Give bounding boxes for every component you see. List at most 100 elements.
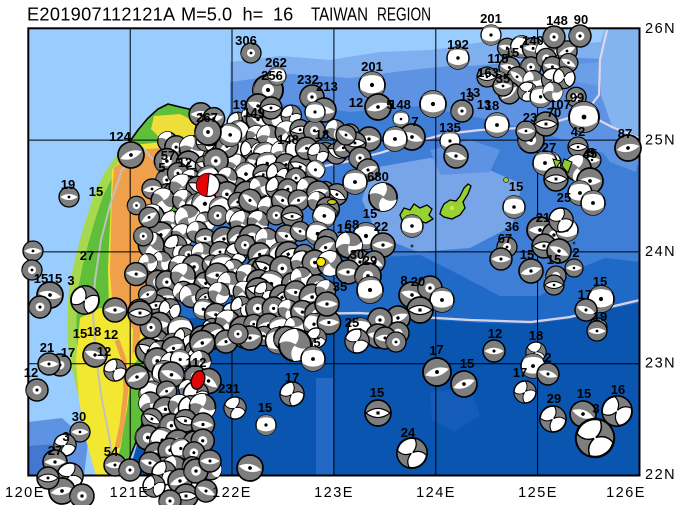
svg-text:35: 35 (496, 71, 510, 86)
svg-text:18: 18 (485, 98, 499, 113)
svg-text:REGION: REGION (377, 5, 431, 25)
svg-text:15: 15 (34, 271, 48, 286)
svg-text:15: 15 (505, 45, 519, 60)
svg-text:231: 231 (218, 381, 240, 396)
svg-text:267: 267 (196, 110, 218, 125)
svg-text:140: 140 (522, 33, 544, 48)
svg-text:126E: 126E (606, 485, 646, 501)
svg-text:17: 17 (578, 287, 592, 302)
svg-text:124E: 124E (416, 485, 456, 501)
svg-text:3: 3 (67, 273, 74, 288)
svg-text:15: 15 (370, 385, 384, 400)
svg-text:15: 15 (89, 184, 103, 199)
svg-text:30: 30 (72, 409, 86, 424)
svg-text:13: 13 (460, 89, 474, 104)
svg-text:122E: 122E (212, 485, 252, 501)
svg-text:24N: 24N (645, 244, 676, 260)
svg-text:13: 13 (466, 85, 480, 100)
svg-text:12: 12 (24, 365, 38, 380)
svg-text:8: 8 (400, 273, 407, 288)
svg-text:29: 29 (363, 253, 377, 268)
svg-text:2: 2 (572, 245, 579, 260)
svg-text:57: 57 (161, 148, 175, 163)
svg-text:90: 90 (574, 12, 588, 27)
svg-text:15: 15 (547, 252, 561, 267)
svg-text:121E: 121E (110, 485, 150, 501)
svg-text:26N: 26N (645, 21, 676, 37)
svg-text:148: 148 (546, 13, 568, 28)
svg-text:148: 148 (277, 132, 299, 147)
svg-text:22N: 22N (645, 467, 676, 483)
svg-text:107: 107 (549, 97, 571, 112)
svg-text:13: 13 (477, 97, 491, 112)
svg-text:12: 12 (488, 326, 502, 341)
svg-text:18: 18 (87, 324, 101, 339)
svg-text:12: 12 (97, 344, 111, 359)
svg-text:15: 15 (73, 326, 87, 341)
svg-text:16: 16 (273, 5, 293, 25)
svg-text:21: 21 (536, 210, 550, 225)
svg-text:2: 2 (544, 350, 551, 365)
svg-text:306: 306 (235, 33, 257, 48)
svg-text:23N: 23N (645, 356, 676, 372)
svg-text:17: 17 (513, 365, 527, 380)
svg-text:18: 18 (315, 127, 329, 142)
svg-text:124: 124 (109, 129, 131, 144)
svg-text:5: 5 (386, 97, 393, 112)
svg-text:213: 213 (316, 79, 338, 94)
svg-text:7: 7 (436, 342, 443, 357)
svg-text:18: 18 (529, 328, 543, 343)
svg-text:17: 17 (285, 370, 299, 385)
svg-text:30: 30 (350, 247, 364, 262)
svg-text:68: 68 (345, 217, 359, 232)
svg-text:54: 54 (104, 444, 119, 459)
svg-text:TAIWAN: TAIWAN (311, 5, 368, 25)
svg-text:20: 20 (411, 274, 425, 289)
svg-text:15: 15 (520, 247, 534, 262)
svg-text:112: 112 (186, 355, 207, 370)
svg-text:12: 12 (104, 327, 118, 342)
svg-text:h=: h= (243, 5, 264, 25)
svg-text:201: 201 (361, 59, 383, 74)
svg-text:36: 36 (505, 219, 519, 234)
svg-text:22: 22 (374, 219, 388, 234)
svg-text:M=5.0: M=5.0 (181, 5, 232, 25)
svg-text:680: 680 (367, 169, 389, 184)
svg-text:123E: 123E (314, 485, 354, 501)
svg-text:70: 70 (547, 105, 561, 120)
svg-text:5: 5 (313, 335, 320, 350)
svg-text:7: 7 (411, 114, 418, 129)
svg-text:12: 12 (178, 155, 192, 170)
svg-text:25: 25 (557, 190, 571, 205)
svg-text:15: 15 (337, 221, 351, 236)
svg-text:232: 232 (297, 72, 319, 87)
svg-text:1: 1 (429, 343, 436, 358)
svg-text:192: 192 (447, 37, 469, 52)
svg-text:24: 24 (401, 425, 416, 440)
svg-text:15: 15 (460, 356, 474, 371)
svg-text:25: 25 (345, 315, 359, 330)
svg-text:120E: 120E (5, 485, 45, 501)
svg-text:135: 135 (439, 120, 461, 135)
svg-text:15: 15 (363, 206, 377, 221)
svg-text:27: 27 (542, 140, 556, 155)
svg-text:3: 3 (62, 429, 69, 444)
svg-text:16: 16 (611, 382, 625, 397)
svg-text:42: 42 (571, 124, 585, 139)
svg-text:3: 3 (592, 401, 599, 416)
svg-text:19: 19 (61, 177, 75, 192)
svg-text:15: 15 (509, 179, 523, 194)
svg-text:67: 67 (498, 231, 512, 246)
svg-text:125E: 125E (518, 485, 558, 501)
svg-text:25N: 25N (645, 133, 676, 149)
svg-text:35: 35 (333, 279, 347, 294)
svg-text:201: 201 (480, 11, 502, 26)
svg-text:15: 15 (577, 386, 591, 401)
svg-text:19: 19 (593, 309, 607, 324)
svg-text:23: 23 (523, 110, 537, 125)
svg-text:15: 15 (48, 271, 62, 286)
svg-text:27: 27 (80, 248, 94, 263)
svg-text:12: 12 (349, 95, 363, 110)
svg-text:5: 5 (587, 145, 594, 160)
svg-text:15: 15 (258, 400, 272, 415)
